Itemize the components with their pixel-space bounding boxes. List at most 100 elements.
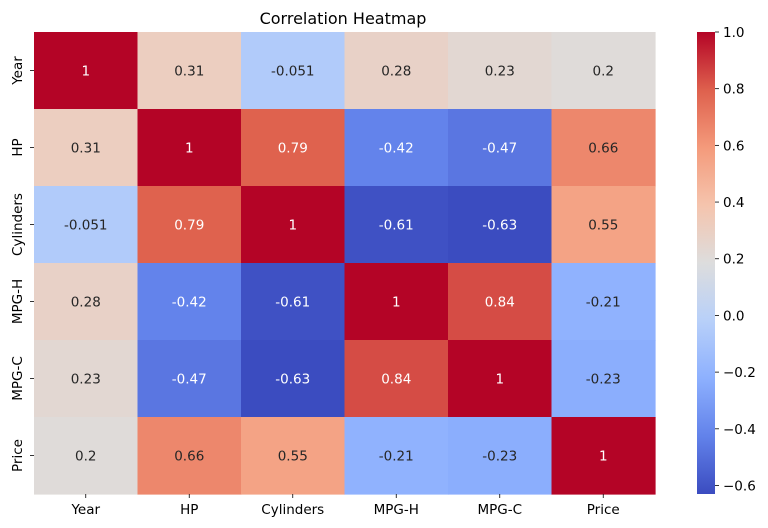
heatmap-cell-cylinders-price bbox=[551, 186, 656, 264]
y-tick-label-cylinders: Cylinders bbox=[10, 193, 26, 256]
x-axis-ticks: Year HP Cylinders MPG-H MPG-C Price bbox=[70, 494, 620, 518]
heatmap-cell-price-year bbox=[34, 417, 139, 495]
cell-label: -0.23 bbox=[586, 372, 621, 388]
colorbar-tick-label: 0.8 bbox=[723, 82, 744, 98]
y-axis-ticks: Year HP Cylinders MPG-H MPG-C Price bbox=[10, 56, 34, 472]
heatmap-cell-year-year bbox=[34, 32, 139, 110]
heatmap-cell-cylinders-mpg-h bbox=[344, 186, 449, 264]
heatmap-cell-cylinders-hp bbox=[137, 186, 242, 264]
cell-label: 1 bbox=[495, 372, 504, 388]
cell-label: 0.31 bbox=[174, 64, 204, 80]
heatmap-cell-price-mpg-c bbox=[448, 417, 553, 495]
chart-title: Correlation Heatmap bbox=[260, 9, 427, 28]
heatmap-cell-price-price bbox=[551, 417, 656, 495]
heatmap-cell-cylinders-cylinders bbox=[241, 186, 346, 264]
colorbar-tick-label: −0.2 bbox=[723, 365, 756, 381]
cell-label: -0.42 bbox=[172, 295, 207, 311]
heatmap-cell-mpg-c-mpg-h bbox=[344, 340, 449, 418]
heatmap-cell-mpg-c-price bbox=[551, 340, 656, 418]
cell-label: 0.84 bbox=[381, 372, 411, 388]
colorbar-tick-label: 0.6 bbox=[723, 138, 744, 154]
heatmap-cell-year-cylinders bbox=[241, 32, 346, 110]
cell-label: -0.051 bbox=[271, 64, 315, 80]
heatmap-cell-hp-cylinders bbox=[241, 109, 346, 187]
colorbar-tick-label: 1.0 bbox=[723, 25, 744, 41]
heatmap-cell-cylinders-year bbox=[34, 186, 139, 264]
y-tick-label-mpg-c: MPG-C bbox=[10, 356, 26, 401]
colorbar-tick-label: −0.6 bbox=[723, 478, 756, 494]
cell-label: 0.23 bbox=[485, 64, 515, 80]
cell-label: -0.21 bbox=[379, 449, 414, 465]
heatmap-cell-mpg-h-year bbox=[34, 263, 139, 341]
heatmap-cell-year-mpg-h bbox=[344, 32, 449, 110]
y-tick-label-year: Year bbox=[10, 56, 26, 86]
cell-label: 0.28 bbox=[381, 64, 411, 80]
cell-label: -0.63 bbox=[275, 372, 310, 388]
cell-label: 0.66 bbox=[588, 141, 618, 157]
heatmap-cell-hp-hp bbox=[137, 109, 242, 187]
heatmap-cells: 1 0.31 -0.051 0.28 0.23 0.2 0.31 1 0.79 -0.42 -0.4… bbox=[34, 32, 656, 495]
heatmap-cell-hp-year bbox=[34, 109, 139, 187]
cell-label: -0.21 bbox=[586, 295, 621, 311]
cell-label: 0.55 bbox=[278, 449, 308, 465]
heatmap-cell-hp-mpg-c bbox=[448, 109, 553, 187]
x-tick-label-year: Year bbox=[70, 502, 100, 518]
cell-label: -0.47 bbox=[172, 372, 207, 388]
colorbar-tick-label: −0.4 bbox=[723, 422, 756, 438]
cell-label: 1 bbox=[288, 218, 297, 234]
cell-label: 0.2 bbox=[75, 449, 96, 465]
x-tick-label-hp: HP bbox=[180, 502, 198, 518]
heatmap-cell-mpg-h-hp bbox=[137, 263, 242, 341]
colorbar-tick-label: 0.2 bbox=[723, 252, 744, 268]
cell-label: -0.61 bbox=[275, 295, 310, 311]
cell-label: 1 bbox=[185, 141, 194, 157]
colorbar-tick-label: 0.0 bbox=[723, 308, 744, 324]
heatmap-cell-year-price bbox=[551, 32, 656, 110]
cell-label: 0.55 bbox=[588, 218, 618, 234]
cell-label: 0.23 bbox=[71, 372, 101, 388]
heatmap-cell-mpg-c-mpg-c bbox=[448, 340, 553, 418]
cell-label: -0.47 bbox=[482, 141, 517, 157]
cell-label: 0.79 bbox=[278, 141, 308, 157]
x-tick-label-price: Price bbox=[587, 502, 620, 518]
heatmap-cell-mpg-c-cylinders bbox=[241, 340, 346, 418]
cell-label: 0.2 bbox=[593, 64, 614, 80]
heatmap-cell-mpg-c-hp bbox=[137, 340, 242, 418]
colorbar-tick-label: 0.4 bbox=[723, 195, 744, 211]
cell-label: -0.63 bbox=[482, 218, 517, 234]
x-tick-label-cylinders: Cylinders bbox=[261, 502, 324, 518]
heatmap-cell-mpg-h-mpg-h bbox=[344, 263, 449, 341]
cell-label: -0.051 bbox=[64, 218, 108, 234]
heatmap-cell-year-hp bbox=[137, 32, 242, 110]
x-tick-label-mpg-h: MPG-H bbox=[374, 502, 419, 518]
colorbar-gradient bbox=[697, 32, 715, 494]
y-tick-label-mpg-h: MPG-H bbox=[10, 279, 26, 324]
cell-label: -0.23 bbox=[482, 449, 517, 465]
cell-label: 0.84 bbox=[485, 295, 515, 311]
heatmap-cell-year-mpg-c bbox=[448, 32, 553, 110]
cell-label: 0.79 bbox=[174, 218, 204, 234]
y-tick-label-price: Price bbox=[10, 439, 26, 472]
heatmap-cell-mpg-h-mpg-c bbox=[448, 263, 553, 341]
heatmap-cell-mpg-h-cylinders bbox=[241, 263, 346, 341]
cell-label: 1 bbox=[81, 64, 90, 80]
heatmap-cell-mpg-c-year bbox=[34, 340, 139, 418]
heatmap-cell-cylinders-mpg-c bbox=[448, 186, 553, 264]
cell-label: 1 bbox=[392, 295, 401, 311]
y-tick-label-hp: HP bbox=[10, 138, 26, 156]
heatmap-cell-price-hp bbox=[137, 417, 242, 495]
cell-label: 0.66 bbox=[174, 449, 204, 465]
heatmap-cell-mpg-h-price bbox=[551, 263, 656, 341]
heatmap-cell-price-cylinders bbox=[241, 417, 346, 495]
cell-label: 0.28 bbox=[71, 295, 101, 311]
heatmap-cell-hp-mpg-h bbox=[344, 109, 449, 187]
cell-label: 0.31 bbox=[71, 141, 101, 157]
heatmap-cell-price-mpg-h bbox=[344, 417, 449, 495]
cell-label: 1 bbox=[599, 449, 608, 465]
colorbar: 1.0 0.8 0.6 0.4 0.2 0.0 −0.2 −0.4 −0.6 bbox=[697, 25, 756, 494]
x-tick-label-mpg-c: MPG-C bbox=[477, 502, 522, 518]
cell-label: -0.61 bbox=[379, 218, 414, 234]
heatmap-cell-hp-price bbox=[551, 109, 656, 187]
cell-label: -0.42 bbox=[379, 141, 414, 157]
